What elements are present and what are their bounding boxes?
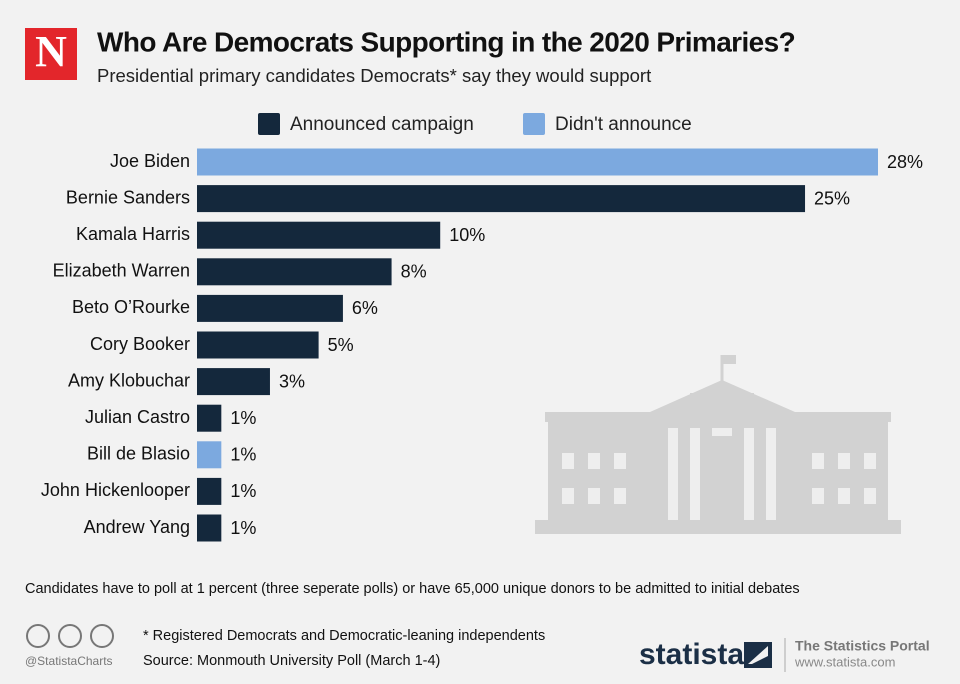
value-label: 8% [401,262,427,282]
source: Source: Monmouth University Poll (March … [143,653,440,669]
category-label: Kamala Harris [76,224,190,244]
white-house-illustration [535,355,901,534]
category-label: Julian Castro [85,407,190,427]
legend-swatch [258,113,280,135]
value-label: 1% [230,445,256,465]
value-label: 1% [230,408,256,428]
bar [197,148,878,176]
category-label: John Hickenlooper [41,480,190,500]
category-label: Bernie Sanders [66,187,190,207]
category-label: Joe Biden [110,151,190,171]
license-icons [26,624,114,648]
chart-title: Who Are Democrats Supporting in the 2020… [97,26,795,57]
value-label: 3% [279,371,305,391]
bar [197,294,343,322]
category-label: Amy Klobuchar [68,370,190,390]
credit: @StatistaCharts [25,654,113,668]
brand-tagline: The Statistics Portal [795,638,930,654]
bar [197,331,319,359]
legend-swatch [523,113,545,135]
value-label: 28% [887,152,923,172]
value-label: 1% [230,518,256,538]
bar [197,368,270,396]
legend-label: Didn't announce [555,114,692,135]
logo: N [35,27,67,76]
logo-box [25,28,77,80]
category-label: Cory Booker [90,334,190,354]
category-label: Beto O’Rourke [72,297,190,317]
category-label: Bill de Blasio [87,444,190,464]
value-label: 10% [449,225,485,245]
footnote: * Registered Democrats and Democratic-le… [143,628,545,644]
legend-label: Announced campaign [290,114,474,135]
value-label: 5% [328,335,354,355]
bar [197,477,222,505]
bar [197,404,222,432]
value-label: 25% [814,188,850,208]
bar [197,514,222,542]
bar [197,185,806,213]
value-label: 6% [352,298,378,318]
category-label: Andrew Yang [84,517,190,537]
brand-url: www.statista.com [794,654,895,669]
chart-subtitle: Presidential primary candidates Democrat… [97,65,651,86]
bar [197,441,222,469]
bar [197,221,441,249]
value-label: 1% [230,481,256,501]
category-label: Elizabeth Warren [53,261,190,281]
note: Candidates have to poll at 1 percent (th… [25,581,800,597]
brand-icon-mark [748,646,768,664]
bar [197,258,392,286]
brand: statista [639,638,744,671]
